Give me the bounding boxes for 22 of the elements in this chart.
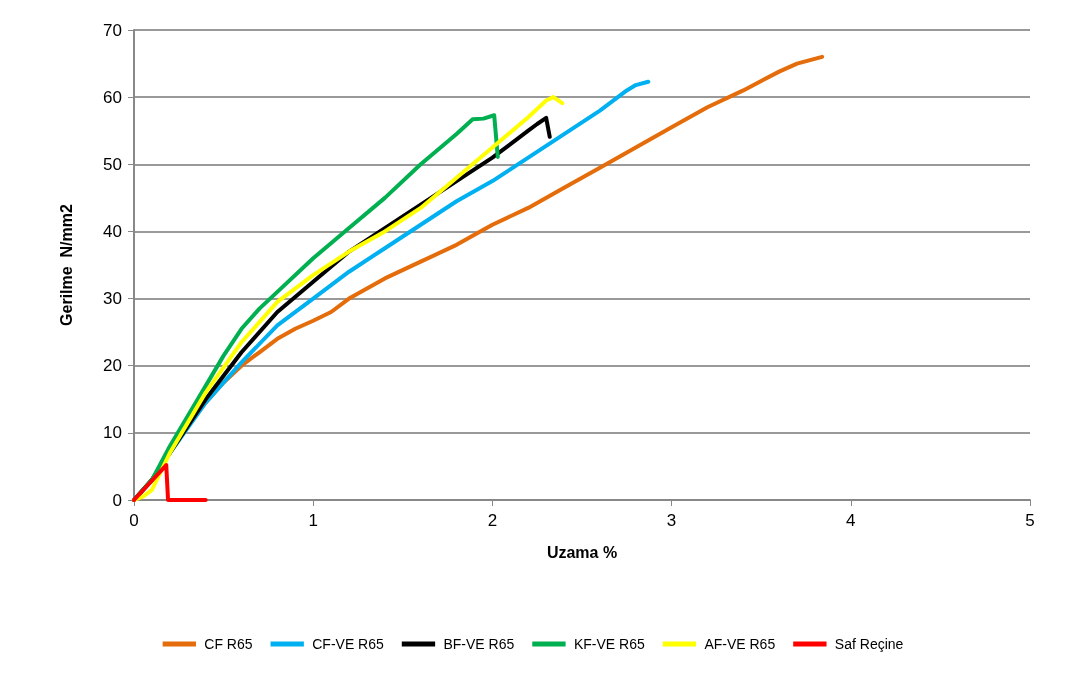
- x-tick-label: 4: [846, 511, 856, 530]
- y-axis-title: Gerilme N/mm2: [57, 203, 75, 326]
- y-tick-label: 30: [103, 289, 122, 309]
- y-tick-label: 20: [103, 356, 122, 376]
- y-tick-label: 50: [103, 154, 122, 174]
- x-tick-label: 2: [487, 511, 498, 530]
- x-tick-label: 5: [1025, 511, 1035, 530]
- x-tick-label: 3: [666, 511, 677, 530]
- legend-label: Saf Reçine: [834, 636, 904, 652]
- y-tick-label: 40: [103, 221, 122, 241]
- legend-label: AF-VE R65: [704, 636, 776, 652]
- legend-label: CF-VE R65: [312, 636, 385, 652]
- y-tick-label: 0: [112, 490, 122, 510]
- legend-label: CF R65: [204, 636, 253, 652]
- legend-label: BF-VE R65: [443, 636, 515, 652]
- legend-label: KF-VE R65: [573, 636, 645, 652]
- x-tick-label: 1: [308, 511, 318, 530]
- y-tick-label: 70: [103, 20, 122, 40]
- x-axis-title: Uzama %: [546, 543, 618, 561]
- y-tick-label: 60: [103, 87, 122, 107]
- x-tick-label: 0: [129, 511, 139, 530]
- y-tick-label: 10: [103, 423, 122, 443]
